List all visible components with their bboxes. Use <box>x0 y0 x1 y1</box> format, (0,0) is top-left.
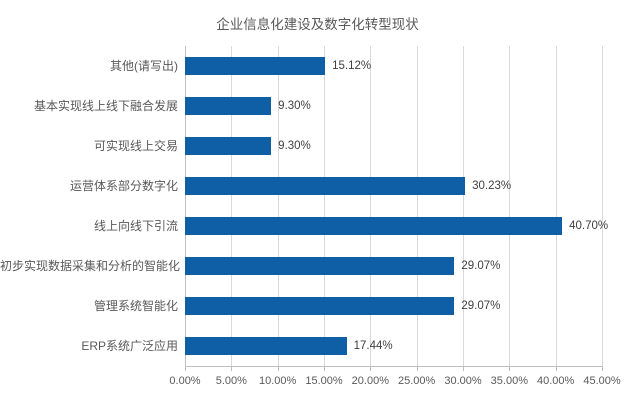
gridline <box>602 46 603 366</box>
x-tick-mark <box>323 366 325 371</box>
x-tick-label: 45.00% <box>583 375 621 387</box>
category-axis: 其他(请写出) 基本实现线上线下融合发展可实现线上交易运营体系部分数字化线上向线下… <box>0 46 181 366</box>
x-tick-mark <box>462 366 464 371</box>
x-tick-mark <box>509 366 511 371</box>
x-axis-line <box>185 366 602 367</box>
x-tick-mark <box>231 366 233 371</box>
category-label: 其他(请写出) <box>110 59 178 73</box>
x-tick-label: 15.00% <box>305 375 343 387</box>
bar-row: 17.44% <box>185 326 602 366</box>
bar <box>185 97 272 115</box>
category-label: 可实现线上交易 <box>93 139 178 153</box>
data-label: 15.12% <box>332 60 372 72</box>
bar <box>185 257 455 275</box>
data-label: 29.07% <box>461 300 501 312</box>
data-label: 30.23% <box>472 180 512 192</box>
gridline <box>231 46 233 366</box>
x-tick-mark <box>416 366 418 371</box>
data-label: 9.30% <box>278 140 311 152</box>
x-tick-label: 20.00% <box>351 375 389 387</box>
category-label: 初步实现数据采集和分析的智能化 <box>0 259 181 273</box>
gridline <box>555 46 557 366</box>
bar-row: 29.07% <box>185 246 602 286</box>
category-label: 管理系统智能化 <box>93 299 178 313</box>
chart-title: 企业信息化建设及数字化转型现状 <box>216 17 419 32</box>
x-tick-mark <box>185 366 186 371</box>
gridline <box>509 46 511 366</box>
plot-area: 0.00% 5.00% 10.00% 15.00% 20.00% 25.00% 30.00%… <box>169 46 621 387</box>
x-tick-label: 5.00% <box>215 375 247 387</box>
data-label: 40.70% <box>569 220 609 232</box>
category-axis-line <box>185 46 186 366</box>
bar-row: 40.70% <box>185 206 608 246</box>
x-tick-mark <box>602 366 603 371</box>
category-label: ERP系统广泛应用 <box>81 339 178 353</box>
gridline <box>416 46 418 366</box>
bar-row: 30.23% <box>185 166 602 206</box>
gridline <box>462 46 464 366</box>
x-tick-label: 35.00% <box>490 375 528 387</box>
data-label: 17.44% <box>353 340 393 352</box>
x-tick-mark <box>555 366 557 371</box>
bar-row: 9.30% <box>185 126 602 166</box>
gridline <box>277 46 279 366</box>
bar <box>185 177 466 195</box>
category-label: 基本实现线上线下融合发展 <box>33 99 178 113</box>
category-label: 运营体系部分数字化 <box>69 179 178 193</box>
gridline <box>370 46 372 366</box>
x-tick-label: 0.00% <box>169 375 201 387</box>
bar <box>185 137 272 155</box>
data-label: 29.07% <box>461 260 501 272</box>
bar <box>185 297 455 315</box>
data-label: 9.30% <box>278 100 311 112</box>
bar-row: 9.30% <box>185 86 602 126</box>
category-label: 线上向线下引流 <box>93 219 178 233</box>
bar-row: 29.07% <box>185 286 602 326</box>
x-tick-mark <box>370 366 372 371</box>
bar-row: 15.12% <box>185 46 602 86</box>
bar <box>185 217 563 235</box>
bar <box>185 337 347 355</box>
bar <box>185 57 326 75</box>
x-tick-mark <box>277 366 279 371</box>
x-tick-label: 10.00% <box>259 375 297 387</box>
x-tick-label: 30.00% <box>444 375 482 387</box>
x-tick-label: 25.00% <box>398 375 436 387</box>
gridline <box>323 46 325 366</box>
x-tick-label: 40.00% <box>537 375 575 387</box>
